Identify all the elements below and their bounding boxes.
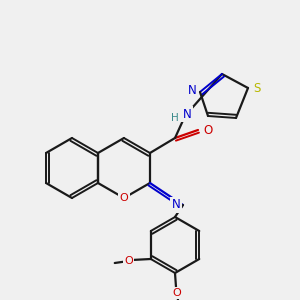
Text: N: N bbox=[172, 199, 180, 212]
Text: H: H bbox=[171, 113, 179, 123]
Text: O: O bbox=[124, 256, 133, 266]
Text: O: O bbox=[120, 193, 128, 203]
Text: O: O bbox=[203, 124, 213, 136]
Text: O: O bbox=[172, 288, 182, 298]
Text: N: N bbox=[183, 107, 191, 121]
Text: N: N bbox=[188, 83, 196, 97]
Text: S: S bbox=[253, 82, 261, 95]
